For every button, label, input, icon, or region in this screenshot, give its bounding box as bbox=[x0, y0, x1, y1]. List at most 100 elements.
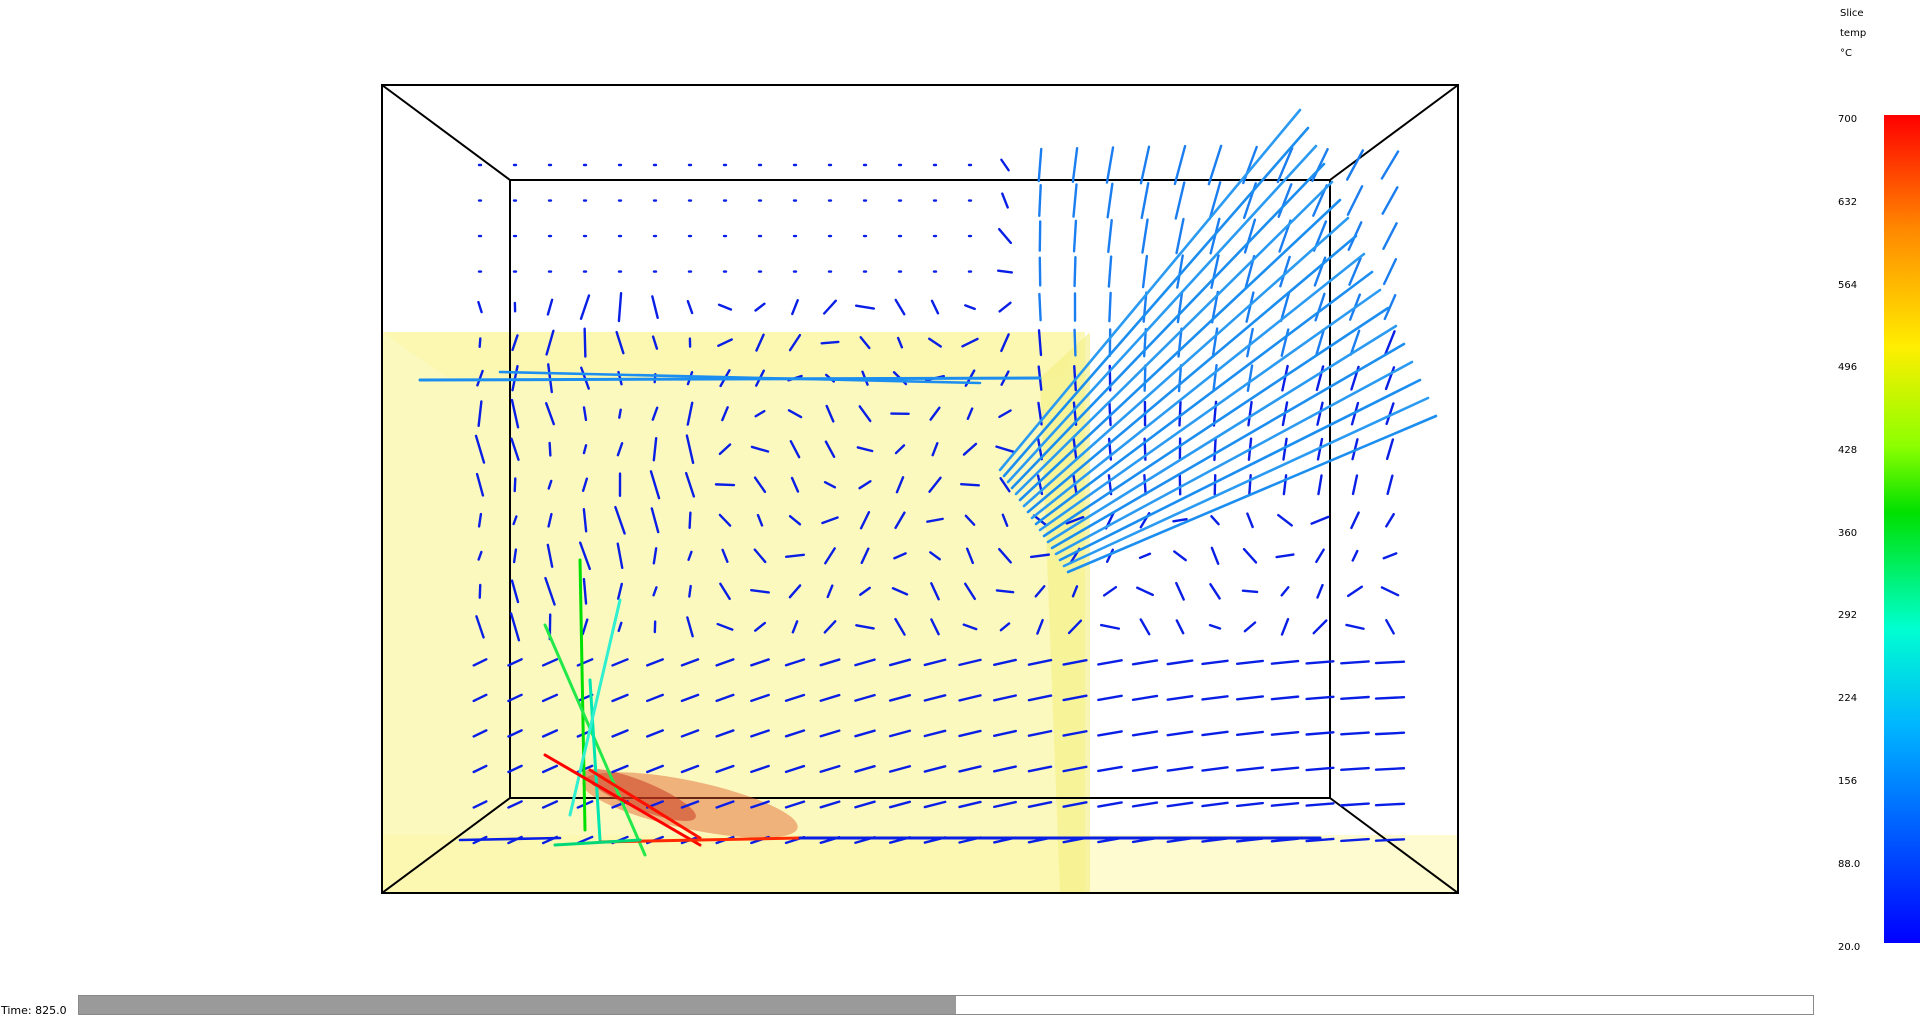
velocity-vector bbox=[1072, 219, 1078, 253]
slice-plane-left bbox=[382, 332, 1085, 893]
velocity-vector bbox=[961, 337, 979, 348]
velocity-vector bbox=[888, 729, 912, 738]
velocity-vector bbox=[923, 765, 947, 773]
velocity-vector bbox=[646, 764, 664, 774]
velocity-vector bbox=[929, 551, 941, 561]
velocity-vector bbox=[1201, 695, 1229, 701]
velocity-vector bbox=[1380, 586, 1400, 597]
velocity-vector bbox=[1270, 802, 1300, 807]
velocity-vector bbox=[583, 327, 587, 358]
velocity-vector bbox=[1280, 328, 1290, 357]
velocity-vector bbox=[930, 618, 940, 636]
velocity-vector bbox=[1038, 292, 1042, 322]
legend-tick: 564 bbox=[1838, 280, 1858, 291]
velocity-vector bbox=[476, 369, 484, 387]
velocity-vector bbox=[1282, 474, 1288, 496]
velocity-vector bbox=[1201, 766, 1229, 772]
legend-tick: 224 bbox=[1838, 693, 1858, 704]
legend-tick: 20.0 bbox=[1838, 942, 1861, 953]
velocity-vector bbox=[854, 658, 876, 667]
velocity-vector bbox=[686, 299, 694, 315]
velocity-vector bbox=[1038, 288, 1382, 532]
velocity-vector bbox=[1102, 585, 1118, 597]
velocity-vector bbox=[1037, 329, 1043, 357]
velocity-vector bbox=[582, 577, 588, 605]
velocity-vector bbox=[787, 409, 803, 419]
velocity-vector bbox=[819, 693, 841, 702]
velocity-vector bbox=[1208, 181, 1222, 220]
velocity-vector bbox=[1315, 365, 1325, 392]
velocity-vector bbox=[1029, 553, 1051, 559]
velocity-vector bbox=[999, 477, 1011, 493]
velocity-vector bbox=[930, 582, 940, 601]
velocity-vector bbox=[1350, 511, 1360, 530]
velocity-vector bbox=[1072, 183, 1078, 218]
velocity-vector bbox=[1001, 513, 1009, 527]
velocity-vector bbox=[1143, 364, 1147, 392]
velocity-vector bbox=[721, 406, 729, 422]
room-outline bbox=[381, 84, 1459, 894]
velocity-vector bbox=[1105, 146, 1115, 184]
velocity-vector bbox=[1310, 515, 1330, 525]
legend-tick: 292 bbox=[1838, 610, 1858, 621]
velocity-vector bbox=[1201, 730, 1229, 737]
velocity-vector bbox=[512, 548, 518, 564]
velocity-vector bbox=[719, 582, 731, 601]
velocity-vector bbox=[1027, 658, 1053, 666]
velocity-vector bbox=[923, 658, 947, 667]
velocity-vector bbox=[756, 513, 764, 527]
velocity-vector bbox=[854, 764, 876, 773]
velocity-vector bbox=[1312, 619, 1328, 635]
velocity-vector bbox=[930, 299, 940, 315]
velocity-vector bbox=[1277, 513, 1293, 527]
velocity-vector bbox=[790, 476, 800, 493]
velocity-vector bbox=[1314, 292, 1326, 322]
velocity-vector bbox=[717, 338, 733, 347]
velocity-vector bbox=[547, 479, 553, 490]
velocity-vector bbox=[923, 694, 947, 702]
velocity-vector bbox=[718, 443, 732, 456]
velocity-vector bbox=[996, 269, 1014, 274]
velocity-vector bbox=[888, 800, 912, 809]
velocity-vector bbox=[680, 800, 700, 809]
velocity-vector bbox=[1305, 731, 1335, 736]
velocity-vector bbox=[1001, 192, 1009, 209]
velocity-vector bbox=[510, 579, 520, 604]
velocity-vector bbox=[1173, 144, 1187, 186]
velocity-vector bbox=[819, 729, 841, 738]
velocity-vector bbox=[1242, 547, 1258, 564]
velocity-vector bbox=[962, 623, 978, 631]
velocity-vector bbox=[1062, 765, 1088, 773]
velocity-vector bbox=[896, 336, 904, 349]
velocity-vector bbox=[823, 480, 837, 489]
velocity-vector bbox=[649, 470, 661, 500]
velocity-vector bbox=[1000, 158, 1010, 172]
velocity-vector bbox=[788, 333, 802, 352]
velocity-vector bbox=[1351, 549, 1359, 562]
velocity-vector bbox=[1027, 694, 1053, 702]
velocity-vector bbox=[1138, 552, 1152, 560]
velocity-vector bbox=[1176, 290, 1184, 324]
velocity-vector bbox=[614, 505, 626, 535]
velocity-vector bbox=[1210, 254, 1220, 289]
velocity-vector bbox=[1014, 180, 1334, 496]
velocity-vector bbox=[1172, 518, 1188, 523]
velocity-vector bbox=[1000, 333, 1010, 353]
velocity-vector bbox=[824, 440, 836, 458]
velocity-vector bbox=[588, 678, 602, 842]
velocity-vector bbox=[651, 406, 659, 421]
velocity-vector bbox=[472, 764, 488, 774]
velocity-vector bbox=[576, 658, 594, 667]
velocity-vector bbox=[652, 547, 658, 565]
velocity-vector bbox=[963, 582, 977, 601]
velocity-vector bbox=[993, 800, 1017, 809]
velocity-vector bbox=[1107, 218, 1113, 254]
velocity-vector bbox=[1108, 291, 1112, 323]
time-slider[interactable] bbox=[78, 995, 1814, 1015]
velocity-vector bbox=[1177, 364, 1183, 393]
velocity-vector bbox=[855, 624, 875, 630]
room-edge-br bbox=[1329, 797, 1459, 894]
velocity-vector bbox=[750, 445, 770, 453]
velocity-vector bbox=[646, 658, 664, 667]
